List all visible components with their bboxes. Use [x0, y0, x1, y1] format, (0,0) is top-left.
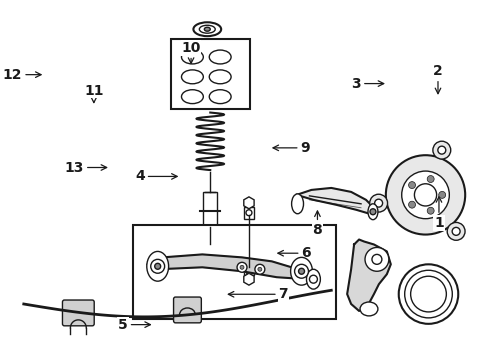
Circle shape: [294, 264, 309, 278]
Text: 5: 5: [118, 318, 150, 332]
Circle shape: [386, 155, 465, 235]
Ellipse shape: [209, 70, 231, 84]
Bar: [133, 225, 336, 319]
Circle shape: [447, 222, 465, 240]
Bar: [171, 39, 250, 109]
Circle shape: [411, 276, 446, 312]
Circle shape: [433, 141, 451, 159]
Circle shape: [427, 176, 434, 183]
Circle shape: [409, 201, 416, 208]
Circle shape: [372, 255, 382, 264]
Circle shape: [438, 146, 446, 154]
Circle shape: [246, 268, 252, 274]
Text: 7: 7: [228, 287, 288, 301]
Ellipse shape: [194, 22, 221, 36]
Ellipse shape: [199, 25, 215, 33]
Circle shape: [427, 207, 434, 214]
Circle shape: [439, 192, 446, 198]
Text: 1: 1: [434, 197, 444, 230]
Ellipse shape: [209, 90, 231, 104]
Text: 4: 4: [135, 170, 177, 184]
Circle shape: [237, 262, 247, 272]
Circle shape: [415, 184, 437, 206]
Text: 2: 2: [433, 64, 443, 94]
Circle shape: [151, 259, 165, 273]
Ellipse shape: [147, 251, 169, 281]
Bar: [244, 207, 254, 219]
Bar: [203, 192, 217, 227]
Ellipse shape: [205, 244, 215, 258]
Circle shape: [375, 199, 383, 207]
Ellipse shape: [181, 90, 203, 104]
Circle shape: [405, 270, 452, 318]
FancyBboxPatch shape: [173, 297, 201, 323]
Ellipse shape: [306, 269, 320, 289]
Polygon shape: [296, 188, 376, 215]
Polygon shape: [347, 239, 391, 311]
Ellipse shape: [181, 70, 203, 84]
Text: 6: 6: [278, 246, 311, 260]
Circle shape: [452, 228, 460, 235]
Circle shape: [298, 268, 304, 274]
Circle shape: [246, 210, 252, 216]
Text: 11: 11: [84, 84, 103, 103]
Bar: [244, 263, 254, 275]
Ellipse shape: [291, 257, 313, 285]
Ellipse shape: [292, 194, 303, 214]
Circle shape: [402, 171, 449, 219]
Circle shape: [207, 248, 213, 255]
FancyBboxPatch shape: [62, 300, 94, 326]
Ellipse shape: [209, 50, 231, 64]
Text: 10: 10: [181, 41, 201, 63]
Text: 8: 8: [313, 211, 322, 237]
Polygon shape: [148, 255, 312, 279]
Circle shape: [310, 275, 318, 283]
Circle shape: [365, 247, 389, 271]
Circle shape: [369, 194, 388, 212]
Text: 3: 3: [351, 77, 384, 91]
Ellipse shape: [204, 27, 210, 31]
Circle shape: [409, 181, 416, 189]
Text: 9: 9: [273, 141, 310, 155]
Circle shape: [255, 264, 265, 274]
Circle shape: [370, 209, 376, 215]
Ellipse shape: [360, 302, 378, 316]
Ellipse shape: [181, 50, 203, 64]
Text: 13: 13: [65, 161, 107, 175]
Text: 12: 12: [3, 68, 41, 82]
Circle shape: [155, 263, 161, 269]
Circle shape: [240, 265, 244, 269]
Circle shape: [258, 267, 262, 271]
Ellipse shape: [368, 204, 378, 220]
Circle shape: [399, 264, 458, 324]
